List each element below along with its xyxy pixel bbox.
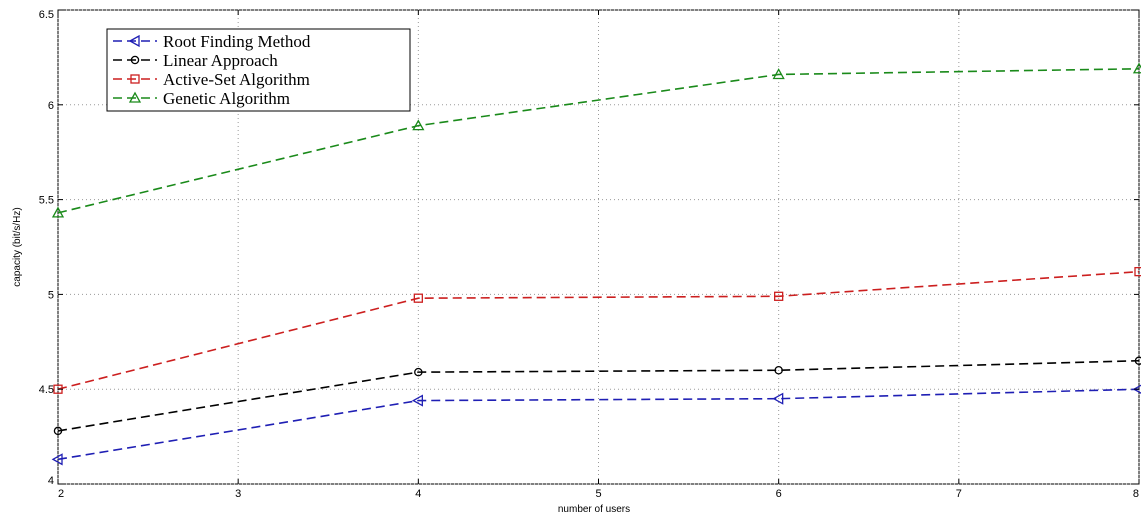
data-point [772, 68, 785, 80]
series-line [57, 270, 1140, 390]
data-point [1134, 356, 1141, 366]
data-point [1132, 62, 1141, 74]
data-point [413, 293, 423, 303]
legend-label: Linear Approach [163, 51, 278, 70]
legend-item: Linear Approach [113, 51, 278, 70]
series-2 [53, 266, 1141, 394]
x-tick-label: 5 [595, 488, 601, 500]
legend-item: Genetic Algorithm [113, 89, 290, 108]
legend-box [106, 28, 411, 112]
data-point [412, 119, 425, 131]
data-point [53, 426, 63, 436]
series-layer [51, 62, 1141, 466]
data-point [51, 206, 65, 218]
series-line [57, 388, 1140, 461]
x-tick-label: 2 [58, 488, 64, 500]
x-tick-label: 6 [776, 488, 782, 500]
y-tick-label: 4 [48, 475, 54, 487]
legend-marker [128, 34, 140, 48]
y-tick-label: 6.5 [39, 9, 54, 21]
series-0 [51, 384, 1141, 466]
x-tick-label: 8 [1133, 488, 1139, 500]
series-line [57, 67, 1140, 214]
legend-marker [128, 91, 142, 103]
y-tick-label: 4.5 [39, 384, 54, 396]
y-tick-label: 5.5 [39, 195, 54, 207]
legend-label: Active-Set Algorithm [163, 70, 310, 89]
series-1 [53, 356, 1141, 436]
ticks: 2 3 4 5 6 7 8 4 4.5 5 5.5 6 6.5 [39, 9, 1140, 500]
x-axis-label: number of users [558, 504, 630, 515]
legend-marker [130, 55, 140, 65]
x-tick-label: 7 [956, 488, 962, 500]
data-point [411, 394, 423, 407]
series-3 [51, 62, 1141, 218]
legend-marker [130, 74, 140, 84]
data-point [51, 453, 63, 466]
data-point [1132, 384, 1141, 394]
legend-item: Root Finding Method [113, 32, 311, 51]
legend-label: Genetic Algorithm [163, 89, 290, 108]
y-tick-label: 6 [48, 100, 54, 112]
legend-label: Root Finding Method [163, 32, 311, 51]
series-line [57, 359, 1140, 432]
data-point [1134, 266, 1141, 277]
y-tick-label: 5 [48, 289, 54, 301]
x-tick-label: 4 [415, 488, 421, 500]
data-point [414, 367, 423, 377]
data-point [772, 392, 784, 405]
y-axis-label: capacity (bit/s/Hz) [12, 207, 23, 286]
data-point [774, 291, 784, 301]
x-tick-label: 3 [235, 488, 241, 500]
legend-item: Active-Set Algorithm [113, 70, 310, 89]
data-point [774, 365, 783, 375]
